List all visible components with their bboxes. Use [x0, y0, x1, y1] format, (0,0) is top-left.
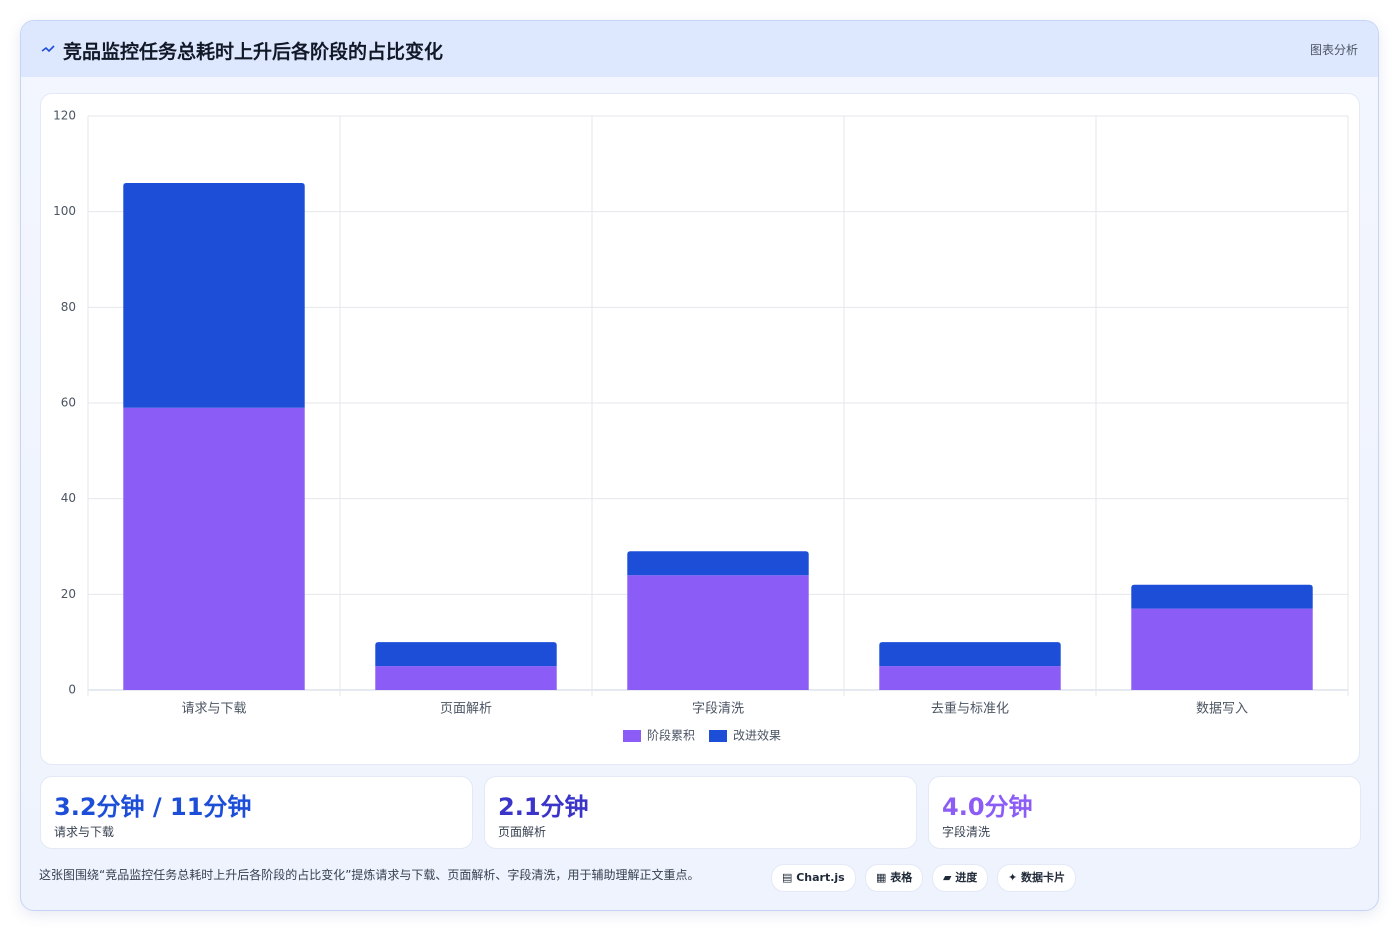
bar — [879, 666, 1061, 690]
legend-label: 改进效果 — [733, 728, 781, 743]
y-tick-label: 0 — [68, 683, 76, 697]
bar — [123, 182, 305, 408]
bar — [627, 551, 809, 576]
legend-label: 阶段累积 — [647, 728, 695, 743]
stat-card: 2.1分钟页面解析 — [484, 776, 917, 849]
bar — [375, 642, 557, 667]
stat-card: 4.0分钟字段清洗 — [928, 776, 1361, 849]
bar — [879, 642, 1061, 667]
stat-label: 请求与下载 — [54, 825, 115, 839]
stat-value: 2.1分钟 — [498, 793, 589, 821]
tag: ▤ Chart.js — [771, 864, 856, 892]
stat-card: 3.2分钟 / 11分钟请求与下载 — [40, 776, 473, 849]
y-tick-label: 40 — [61, 491, 76, 505]
title: 竞品监控任务总耗时上升后各阶段的占比变化 — [63, 41, 444, 63]
legend-swatch — [709, 730, 728, 742]
y-tick-label: 120 — [53, 109, 76, 123]
stat-value: 3.2分钟 / 11分钟 — [54, 793, 252, 821]
x-tick-label: 请求与下载 — [181, 702, 246, 717]
legend-swatch — [623, 730, 641, 742]
bar — [123, 407, 305, 690]
tag: ▦ 表格 — [865, 864, 924, 892]
tag: ▰ 进度 — [932, 864, 989, 892]
x-tick-label: 字段清洗 — [692, 702, 744, 717]
stat-value: 4.0分钟 — [942, 793, 1033, 821]
x-tick-label: 页面解析 — [440, 702, 492, 717]
stat-label: 字段清洗 — [942, 825, 991, 839]
x-tick-label: 去重与标准化 — [931, 701, 1009, 717]
bar — [375, 666, 557, 690]
bar — [1131, 584, 1313, 609]
bar — [627, 575, 809, 690]
chart-card: 0 20 40 60 80 100 120 请求与下载 页面解析 字段清洗 去重与标准化 数据写入阶段… — [40, 93, 1360, 765]
bar — [1131, 608, 1313, 690]
y-tick-label: 80 — [61, 300, 76, 314]
x-tick-label: 数据写入 — [1196, 702, 1248, 717]
tag: ✦ 数据卡片 — [997, 864, 1077, 892]
y-tick-label: 60 — [61, 396, 76, 410]
header-label: 图表分析 — [1309, 43, 1358, 57]
icon — [41, 45, 55, 53]
header: 竞品监控任务总耗时上升后各阶段的占比变化 图表分析 — [21, 21, 1378, 77]
footer-text: 这张图围绕“竞品监控任务总耗时上升后各阶段的占比变化”提炼请求与下载、页面解析、… — [39, 868, 700, 882]
y-tick-label: 100 — [53, 204, 76, 218]
chart: 0 20 40 60 80 100 120 请求与下载 页面解析 字段清洗 去重与标准化 数据写入阶段… — [53, 109, 1349, 743]
stat-label: 页面解析 — [498, 825, 547, 839]
y-tick-label: 20 — [61, 587, 76, 601]
